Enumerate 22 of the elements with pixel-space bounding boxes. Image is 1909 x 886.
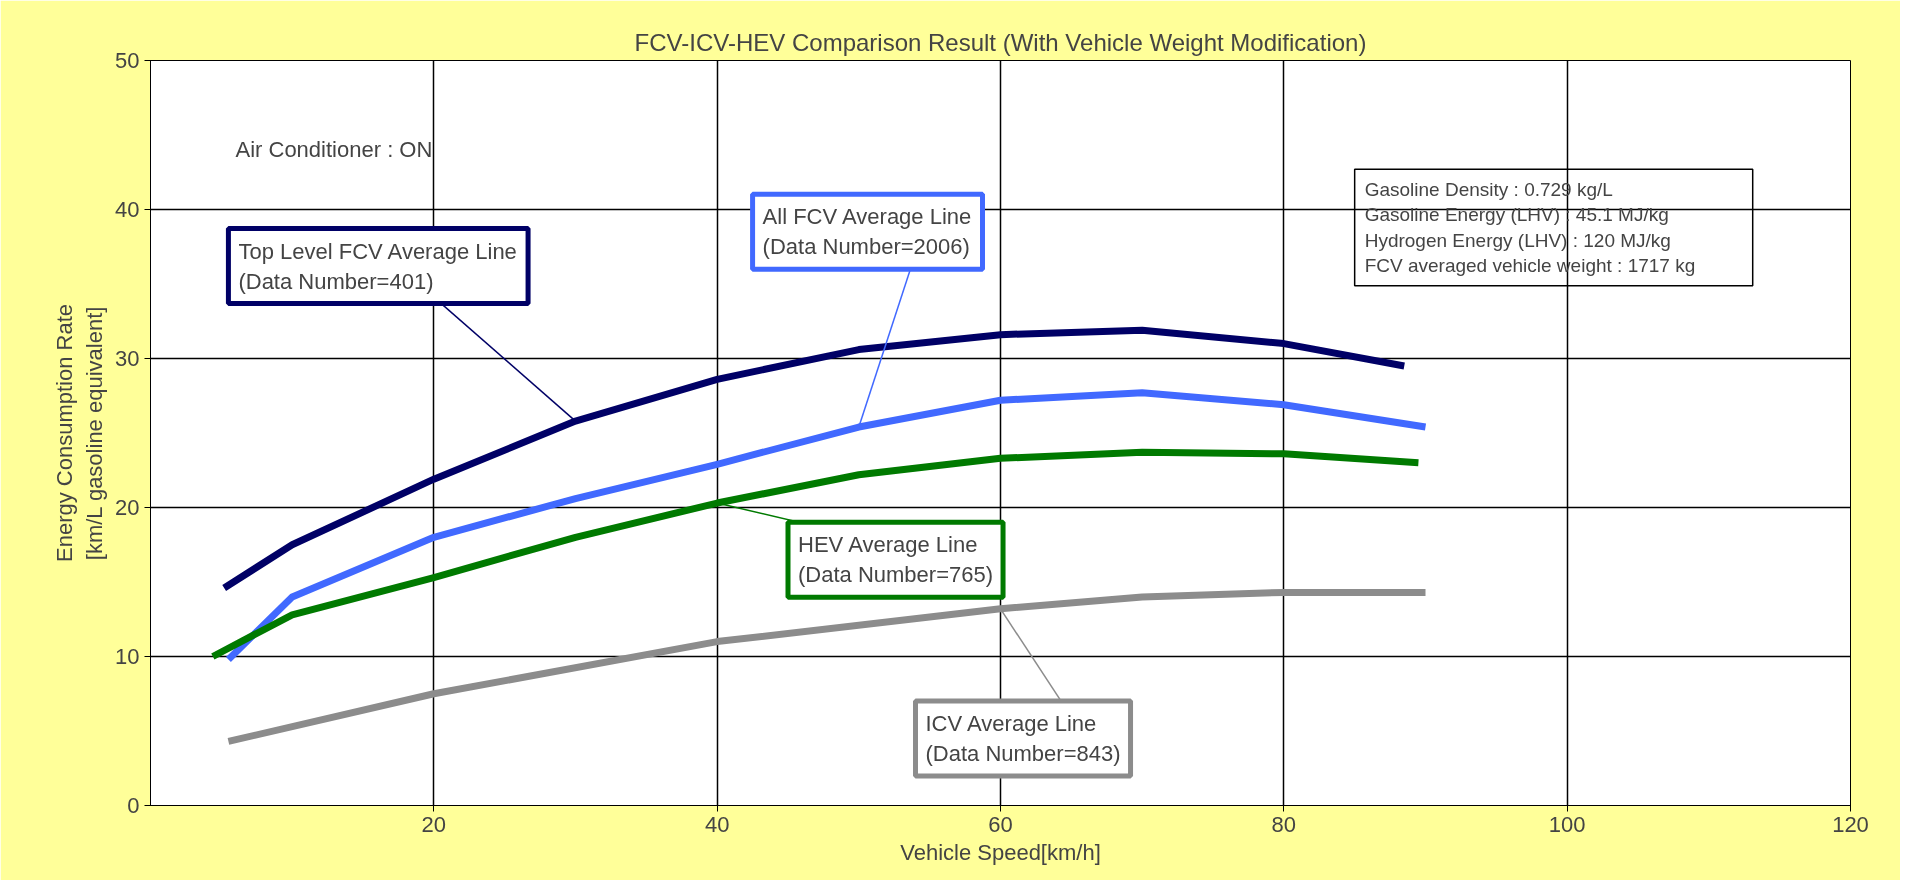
chart-title: FCV-ICV-HEV Comparison Result (With Vehicle Weight Modification) [634,28,1367,56]
y-tick-label: 40 [115,197,140,222]
text: ICV Average Line (Data Number=843) [925,710,1121,766]
y-tick-label: 10 [115,644,140,669]
y-tick-label: 50 [115,48,140,73]
annotation: Air Conditioner : ON [235,137,433,163]
x-tick-label: 80 [1271,811,1297,837]
x-tick-label: 120 [1832,811,1869,837]
y-tick-label: 0 [127,793,140,818]
x-tick-label: 100 [1548,811,1586,837]
text: All FCV Average Line (Data Number=2006) [762,204,972,260]
y-tick-label: 20 [115,495,140,520]
x-tick-label: 40 [704,811,730,837]
annotation: Gasoline Energy (LHV) : 45.1 MJ/kg [1364,204,1669,226]
x-axis-title: Vehicle Speed[km/h] [900,839,1101,865]
text: HEV Average Line (Data Number=765) [798,532,994,588]
x-tick-label: 20 [421,811,447,837]
annotation: Hydrogen Energy (LHV) : 120 MJ/kg [1364,229,1671,251]
y-tick-label: 30 [115,346,140,371]
x-tick-label: 60 [988,811,1013,837]
text: Top Level FCV Average Line (Data Number=401) [238,238,517,294]
y-axis-title: Energy Consumption Rate [km/L gasoline equivalent] [52,303,108,563]
